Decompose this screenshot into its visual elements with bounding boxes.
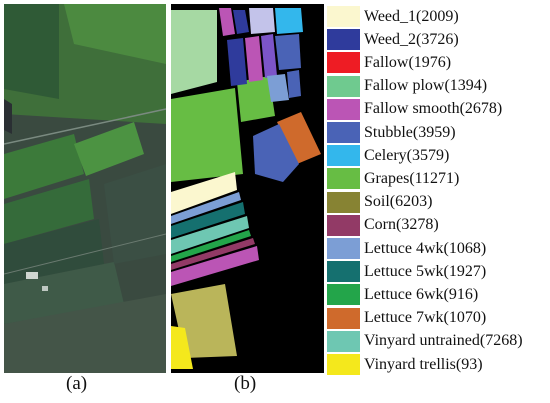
legend-swatch	[327, 214, 360, 236]
map-region	[237, 76, 275, 122]
legend-swatch	[327, 354, 360, 375]
legend-label: Grapes(11271)	[364, 169, 460, 187]
legend-item: Lettuce 4wk(1068)	[327, 238, 486, 259]
legend-label: Vinyard trellis(93)	[364, 355, 483, 373]
legend-label: Fallow plow(1394)	[364, 77, 488, 95]
legend-item: Fallow plow(1394)	[327, 75, 488, 97]
map-region	[171, 238, 255, 270]
map-region	[171, 230, 251, 262]
legend-item: Fallow smooth(2678)	[327, 98, 503, 120]
map-region	[219, 8, 235, 36]
legend-item: Lettuce 5wk(1927)	[327, 261, 487, 283]
legend-swatch	[327, 191, 360, 213]
legend-swatch	[327, 261, 360, 283]
legend-item: Fallow(1976)	[327, 52, 452, 74]
legend-item: Lettuce 6wk(916)	[327, 284, 479, 306]
legend-label: Lettuce 4wk(1068)	[364, 239, 487, 257]
legend-item: Vinyard untrained(7268)	[327, 330, 523, 352]
legend-label: Celery(3579)	[364, 146, 450, 164]
legend-label: Weed_2(3726)	[364, 30, 459, 48]
legend-item: Weed_1(2009)	[327, 6, 459, 27]
legend-swatch	[327, 6, 360, 27]
aerial-image	[4, 4, 166, 373]
map-region	[261, 34, 277, 78]
map-region	[171, 246, 259, 286]
legend-item: Celery(3579)	[327, 145, 450, 167]
map-region	[233, 10, 249, 34]
caption-b: (b)	[234, 373, 257, 394]
map-region	[171, 284, 237, 358]
legend-label: Lettuce 7wk(1070)	[364, 309, 487, 327]
legend-swatch	[327, 98, 360, 120]
map-region	[277, 112, 321, 164]
map-region	[267, 74, 289, 102]
map-region	[249, 8, 275, 34]
map-region	[171, 10, 217, 94]
legend-label: Stubble(3959)	[364, 123, 456, 141]
legend-label: Weed_1(2009)	[364, 7, 459, 25]
legend-swatch	[327, 122, 360, 143]
legend-swatch	[327, 75, 360, 97]
legend-swatch	[327, 307, 360, 329]
legend-swatch	[327, 284, 360, 306]
caption-a: (a)	[66, 373, 88, 394]
legend-swatch	[327, 330, 360, 352]
map-region	[171, 202, 245, 238]
legend-label: Vinyard untrained(7268)	[364, 332, 523, 350]
legend-item: Grapes(11271)	[327, 168, 460, 190]
map-region	[171, 88, 243, 182]
legend-swatch	[327, 168, 360, 190]
map-region	[171, 172, 237, 214]
legend-label: Soil(6203)	[364, 193, 433, 211]
map-region	[171, 216, 249, 254]
map-region	[171, 192, 241, 224]
legend-label: Fallow(1976)	[364, 53, 452, 71]
map-region	[245, 36, 263, 82]
map-region	[275, 8, 303, 34]
legend-item: Soil(6203)	[327, 191, 433, 213]
legend-item: Lettuce 7wk(1070)	[327, 307, 487, 329]
legend-swatch	[327, 29, 360, 51]
legend-label: Corn(3278)	[364, 216, 439, 234]
legend-swatch	[327, 238, 360, 259]
ground-truth-map	[171, 4, 324, 373]
legend-item: Vinyard trellis(93)	[327, 354, 483, 375]
legend-label: Lettuce 5wk(1927)	[364, 262, 487, 280]
legend-swatch	[327, 52, 360, 74]
legend-label: Fallow smooth(2678)	[364, 100, 503, 118]
map-region	[253, 124, 299, 182]
legend-item: Corn(3278)	[327, 214, 439, 236]
legend-item: Weed_2(3726)	[327, 29, 459, 51]
map-region	[171, 326, 193, 369]
map-region	[227, 38, 247, 86]
legend-item: Stubble(3959)	[327, 122, 456, 143]
legend-label: Lettuce 6wk(916)	[364, 285, 479, 303]
map-region	[287, 70, 301, 98]
legend-swatch	[327, 145, 360, 167]
map-region	[275, 34, 301, 70]
